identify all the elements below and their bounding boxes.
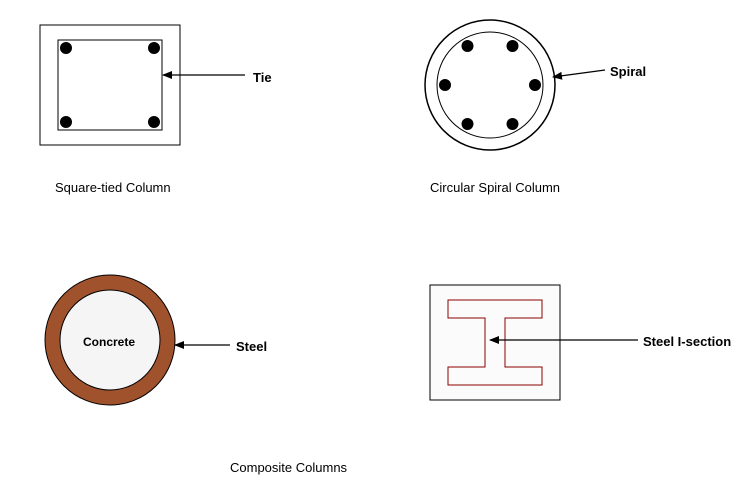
steel-isection-label: Steel I-section <box>643 334 731 349</box>
rebar-dot <box>529 79 541 91</box>
circular-spiral-caption: Circular Spiral Column <box>430 180 560 195</box>
rebar-dot <box>462 40 474 52</box>
rebar-dot <box>507 40 519 52</box>
steel-label: Steel <box>236 339 267 354</box>
rebar-dot <box>507 118 519 130</box>
square-tie-rect <box>58 40 162 130</box>
composite-columns-caption: Composite Columns <box>230 460 347 475</box>
isection-concrete-outer <box>430 285 560 400</box>
rebar-dot <box>439 79 451 91</box>
rebar-dot <box>60 42 72 54</box>
rebar-dot <box>148 116 160 128</box>
concrete-label: Concrete <box>83 335 135 349</box>
rebar-dot <box>148 42 160 54</box>
rebar-dot <box>462 118 474 130</box>
rebar-dot <box>60 116 72 128</box>
tie-label: Tie <box>253 70 272 85</box>
square-outer <box>40 25 180 145</box>
spiral-inner-circle <box>437 32 543 138</box>
spiral-label: Spiral <box>610 64 646 79</box>
square-tied-caption: Square-tied Column <box>55 180 171 195</box>
